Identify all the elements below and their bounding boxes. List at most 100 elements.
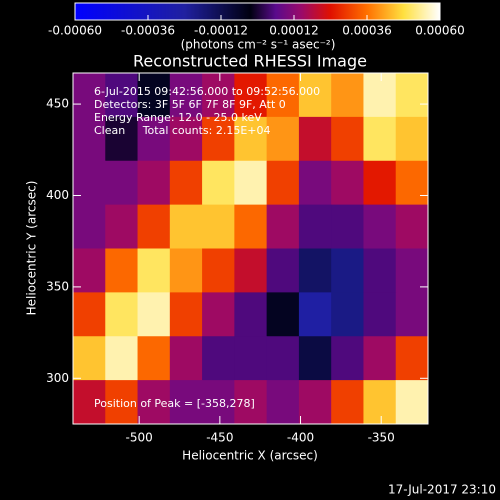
heatmap-cell xyxy=(395,380,429,425)
heatmap-cell xyxy=(266,292,300,337)
heatmap-cell xyxy=(105,336,139,381)
heatmap-cell xyxy=(73,248,106,293)
heatmap-cell xyxy=(298,160,332,206)
colorbar-tick-label: 0.00012 xyxy=(269,24,319,38)
heatmap-cell xyxy=(105,160,139,206)
heatmap-cell xyxy=(363,73,397,118)
heatmap-cell xyxy=(234,116,268,162)
heatmap-cell xyxy=(202,248,235,293)
heatmap-cell xyxy=(73,73,106,118)
annotation: 6-Jul-2015 09:42:56.000 to 09:52:56.000 xyxy=(94,85,320,98)
heatmap-cell xyxy=(298,116,332,162)
heatmap-cell xyxy=(266,248,300,293)
heatmap-cell xyxy=(202,116,235,162)
heatmap-cell xyxy=(169,336,203,381)
heatmap-cell xyxy=(298,336,332,381)
heatmap-cell xyxy=(395,116,429,162)
heatmap-cell xyxy=(202,160,235,206)
heatmap-cell xyxy=(363,292,397,337)
heatmap-cell xyxy=(169,248,203,293)
heatmap-cell xyxy=(363,116,397,162)
heatmap-cell xyxy=(234,160,268,206)
heatmap-cell xyxy=(331,292,364,337)
heatmap-cell xyxy=(331,73,364,118)
y-axis-label: Heliocentric Y (arcsec) xyxy=(25,181,39,316)
heatmap-cell xyxy=(331,380,364,425)
heatmap-cell xyxy=(202,380,235,425)
heatmap-cell xyxy=(73,204,106,249)
heatmap-cell xyxy=(234,336,268,381)
heatmap-cell xyxy=(266,160,300,206)
heatmap-cell xyxy=(331,204,364,249)
heatmap-cell xyxy=(331,336,364,381)
heatmap-cell xyxy=(202,204,235,249)
colorbar-tick-label: -0.00012 xyxy=(194,24,248,38)
y-tick-label: 300 xyxy=(46,371,69,385)
heatmap-cell xyxy=(169,116,203,162)
x-tick-label: -350 xyxy=(368,431,395,445)
chart-title: Reconstructed RHESSI Image xyxy=(133,52,367,71)
heatmap-cell xyxy=(234,380,268,425)
x-tick-label: -450 xyxy=(206,431,233,445)
annotation: Energy Range: 12.0 - 25.0 keV xyxy=(94,111,262,124)
colorbar-tick-label: -0.00060 xyxy=(48,24,102,38)
heatmap-cell xyxy=(73,292,106,337)
colorbar-tick-label: -0.00036 xyxy=(121,24,175,38)
heatmap-cell xyxy=(266,73,300,118)
heatmap-cell xyxy=(169,73,203,118)
annotation: Clean Total counts: 2.15E+04 xyxy=(94,124,271,137)
heatmap-cell xyxy=(331,160,364,206)
heatmap-cell xyxy=(137,380,171,425)
heatmap-cell xyxy=(363,380,397,425)
heatmap-cell xyxy=(363,204,397,249)
heatmap-cell xyxy=(105,292,139,337)
colorbar-label: (photons cm⁻² s⁻¹ asec⁻²) xyxy=(181,38,336,52)
heatmap-cell xyxy=(105,116,139,162)
heatmap-cell xyxy=(202,73,235,118)
heatmap-cell xyxy=(234,73,268,118)
peak-label: Position of Peak = [-358,278] xyxy=(94,397,255,410)
heatmap-cell xyxy=(331,248,364,293)
x-tick-label: -400 xyxy=(287,431,314,445)
heatmap-cell xyxy=(73,116,106,162)
heatmap-cell xyxy=(395,204,429,249)
plot-frame xyxy=(72,72,429,425)
heatmap-cell xyxy=(137,336,171,381)
colorbar-tick-label: 0.00060 xyxy=(415,24,465,38)
heatmap-cell xyxy=(298,292,332,337)
heatmap-cell xyxy=(137,73,171,118)
heatmap-cell xyxy=(395,248,429,293)
heatmap-cell xyxy=(73,336,106,381)
heatmap-cell xyxy=(363,336,397,381)
heatmap-cell xyxy=(137,160,171,206)
x-tick-label: -500 xyxy=(126,431,153,445)
heatmap-cell xyxy=(169,380,203,425)
heatmap-cell xyxy=(137,248,171,293)
y-tick-label: 450 xyxy=(46,97,69,111)
colorbar xyxy=(74,2,441,21)
heatmap-cell xyxy=(395,292,429,337)
heatmap-cell xyxy=(105,73,139,118)
heatmap-cell xyxy=(234,292,268,337)
heatmap-cell xyxy=(202,336,235,381)
heatmap-cell xyxy=(266,116,300,162)
heatmap-cell xyxy=(363,160,397,206)
heatmap-cell xyxy=(137,116,171,162)
colorbar-tick-label: 0.00036 xyxy=(342,24,392,38)
y-tick-label: 350 xyxy=(46,279,69,293)
heatmap-cell xyxy=(266,336,300,381)
heatmap-cell xyxy=(395,160,429,206)
heatmap-cell xyxy=(105,248,139,293)
heatmap-cell xyxy=(169,204,203,249)
heatmap-cell xyxy=(137,292,171,337)
y-tick-label: 400 xyxy=(46,188,69,202)
heatmap-cell xyxy=(73,380,106,425)
heatmap-cell xyxy=(169,292,203,337)
heatmap-cell xyxy=(105,204,139,249)
annotation: Detectors: 3F 5F 6F 7F 8F 9F, Att 0 xyxy=(94,98,286,111)
heatmap-cell xyxy=(266,380,300,425)
heatmap-cell xyxy=(202,292,235,337)
heatmap-cell xyxy=(395,73,429,118)
x-axis-label: Heliocentric X (arcsec) xyxy=(182,449,318,463)
